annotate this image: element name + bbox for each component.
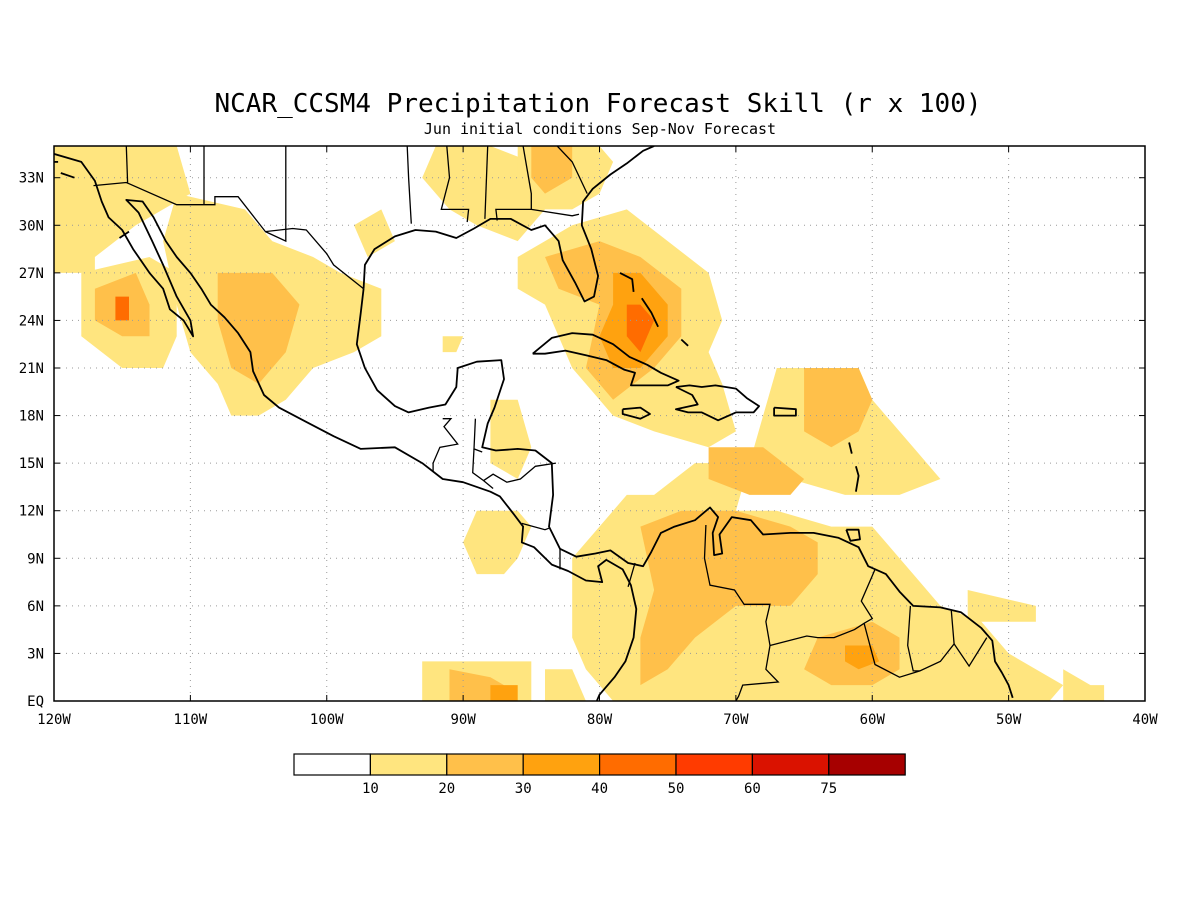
y-tick-label: 18N bbox=[19, 409, 44, 425]
skill-region-28 bbox=[449, 669, 504, 701]
x-tick-label: 40W bbox=[1132, 712, 1158, 728]
coastline bbox=[60, 172, 75, 179]
political-border bbox=[703, 524, 780, 701]
political-border bbox=[627, 562, 636, 587]
political-border bbox=[483, 462, 557, 483]
coastline bbox=[855, 466, 860, 492]
coastline bbox=[619, 272, 635, 292]
x-tick-label: 60W bbox=[860, 712, 886, 728]
political-border bbox=[125, 146, 129, 183]
colorbar-swatch bbox=[751, 753, 830, 776]
colorbar-label: 75 bbox=[820, 781, 837, 797]
latitude-axis: EQ 3N 6N 9N 12N 15N 18N 21N 24N 27N 30N 33N bbox=[19, 171, 1145, 710]
y-tick-label: 3N bbox=[27, 646, 44, 662]
x-tick-label: 50W bbox=[996, 712, 1022, 728]
color-scale-legend: 10 20 30 40 50 60 75 bbox=[293, 753, 906, 797]
y-tick-label: 6N bbox=[27, 599, 44, 615]
y-tick-label: 9N bbox=[27, 551, 44, 567]
x-tick-label: 80W bbox=[587, 712, 613, 728]
skill-region-17 bbox=[708, 447, 805, 495]
colorbar-label: 30 bbox=[515, 781, 532, 797]
colorbar-swatch bbox=[293, 753, 372, 776]
skill-region-22 bbox=[490, 399, 532, 479]
x-tick-label: 100W bbox=[310, 712, 344, 728]
political-border bbox=[953, 637, 988, 668]
colorbar-label: 60 bbox=[744, 781, 761, 797]
colorbar-label: 50 bbox=[668, 781, 685, 797]
y-tick-label: EQ bbox=[27, 694, 44, 710]
map-subtitle: Jun initial conditions Sep-Nov Forecast bbox=[424, 120, 776, 138]
map-title: NCAR_CCSM4 Precipitation Forecast Skill … bbox=[214, 89, 981, 119]
coastline bbox=[362, 146, 655, 303]
skill-region-9 bbox=[531, 146, 573, 194]
y-tick-label: 24N bbox=[19, 313, 44, 329]
y-tick-label: 30N bbox=[19, 218, 44, 234]
colorbar-swatch bbox=[446, 753, 524, 776]
skill-region-14 bbox=[626, 304, 655, 353]
coastline-layer bbox=[54, 146, 1014, 701]
coastline bbox=[845, 528, 861, 542]
skill-region-23 bbox=[442, 336, 464, 353]
political-border bbox=[863, 623, 921, 678]
political-border bbox=[531, 208, 580, 217]
coastline bbox=[118, 230, 130, 239]
x-tick-label: 90W bbox=[450, 712, 476, 728]
y-tick-label: 12N bbox=[19, 504, 44, 520]
skill-region-7 bbox=[422, 146, 545, 242]
lat-lon-gridlines bbox=[54, 146, 1145, 701]
x-tick-label: 120W bbox=[37, 712, 71, 728]
colorbar-label: 10 bbox=[362, 781, 379, 797]
colorbar-swatch bbox=[369, 753, 448, 776]
colorbar-swatch bbox=[675, 753, 754, 776]
skill-region-30 bbox=[545, 669, 586, 701]
skill-region-18 bbox=[804, 368, 873, 448]
skill-region-26 bbox=[1063, 669, 1105, 701]
coastline bbox=[848, 442, 853, 454]
coastline bbox=[532, 332, 680, 387]
political-border bbox=[406, 146, 412, 224]
skill-region-16 bbox=[640, 510, 818, 686]
skill-region-20 bbox=[845, 645, 880, 670]
coastline bbox=[54, 153, 638, 701]
colorbar-swatch bbox=[522, 753, 601, 776]
political-border bbox=[556, 146, 588, 194]
coastline bbox=[621, 406, 651, 420]
political-border bbox=[440, 146, 470, 223]
skill-region-29 bbox=[490, 685, 518, 701]
political-border bbox=[769, 569, 876, 647]
political-border bbox=[521, 522, 550, 531]
y-tick-label: 15N bbox=[19, 456, 44, 472]
skill-region-6 bbox=[217, 272, 300, 384]
y-tick-label: 21N bbox=[19, 361, 44, 377]
skill-region-4 bbox=[115, 296, 129, 321]
colorbar-swatch bbox=[598, 753, 677, 776]
political-border bbox=[472, 448, 494, 489]
coastline bbox=[641, 297, 659, 328]
skill-region-10 bbox=[354, 209, 395, 257]
political-border bbox=[484, 146, 489, 219]
skill-shading-layer bbox=[54, 146, 1105, 701]
skill-region-24 bbox=[967, 590, 1036, 622]
coastline bbox=[675, 384, 760, 422]
x-tick-label: 110W bbox=[174, 712, 208, 728]
x-tick-label: 70W bbox=[723, 712, 749, 728]
y-tick-label: 27N bbox=[19, 266, 44, 282]
coastline bbox=[355, 288, 1014, 699]
political-border bbox=[93, 181, 365, 290]
coastline bbox=[773, 406, 797, 417]
colorbar-label: 40 bbox=[591, 781, 608, 797]
y-tick-label: 33N bbox=[19, 171, 44, 187]
colorbar-label: 20 bbox=[438, 781, 455, 797]
coastline bbox=[680, 338, 689, 347]
political-border-layer bbox=[93, 146, 988, 701]
political-border bbox=[265, 146, 287, 243]
political-border bbox=[432, 418, 459, 472]
longitude-axis: 120W 110W 100W 90W 80W 70W 60W 50W 40W bbox=[37, 146, 1158, 728]
colorbar-swatch bbox=[828, 753, 906, 776]
political-border bbox=[473, 418, 483, 453]
